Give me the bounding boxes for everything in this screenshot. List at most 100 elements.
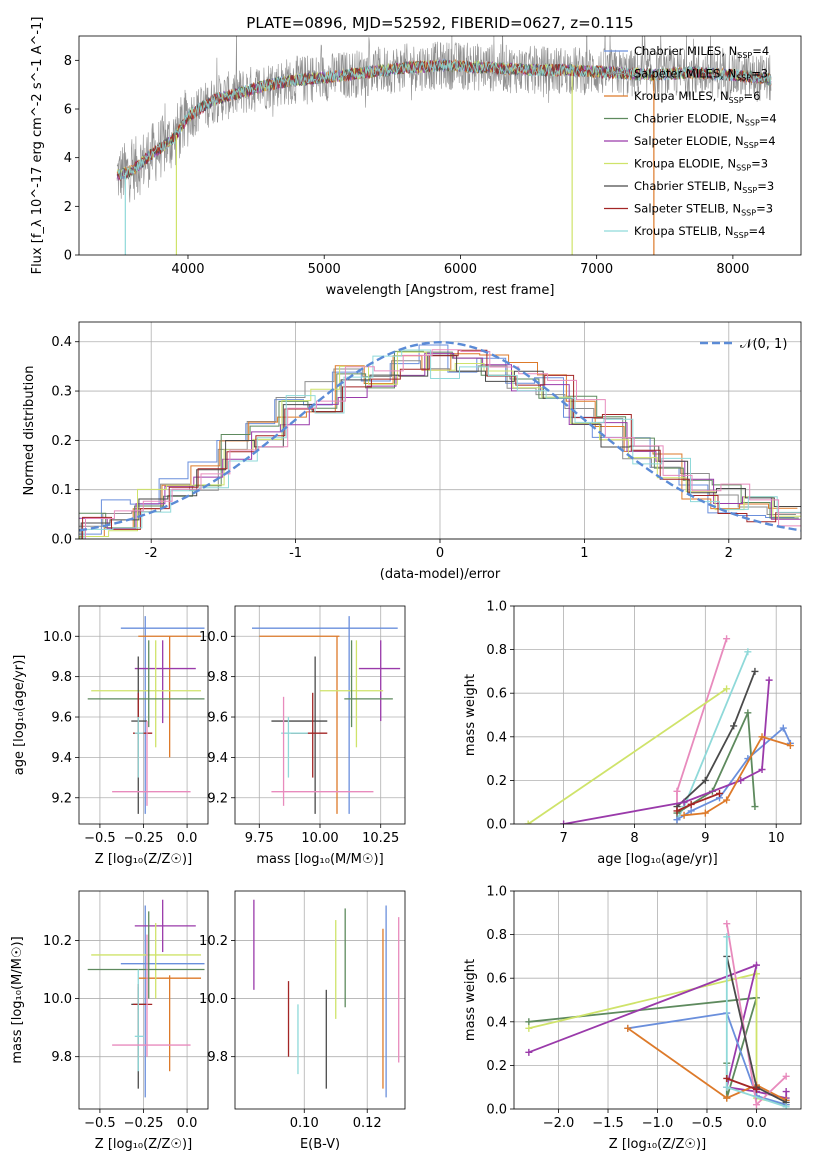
age_vs_Z-xtick-label: 0.0 <box>177 831 198 846</box>
residual-histograms <box>79 340 801 539</box>
age_vs_mass-errorbar <box>344 640 393 728</box>
legend-entry: Chabrier MILES, NSSP=4 <box>634 44 769 60</box>
age_vs_mass-ytick-label: 10.0 <box>199 630 228 645</box>
weight-series-line <box>527 688 728 824</box>
age_vs_Z-errorbar <box>87 640 205 728</box>
weight_vs_Z-ytick-label: 0.0 <box>486 1103 507 1118</box>
gaussian-legend-label: 𝒩(0, 1) <box>740 337 787 352</box>
spectrum-xlabel: wavelength [Angstrom, rest frame] <box>326 283 555 298</box>
weight_vs_age-ytick-label: 0.2 <box>486 774 507 789</box>
age_vs_Z-frame <box>78 605 209 825</box>
age_vs_mass-errorbars <box>252 616 401 814</box>
weight-point-marker <box>782 1088 790 1096</box>
weight_vs_Z-xtick-label: −1.0 <box>642 1116 674 1131</box>
weight-point-marker <box>701 809 709 817</box>
mass_vs_EBV-ytick-label: 9.8 <box>207 1050 228 1065</box>
weight_vs_Z-ytick-label: 0.8 <box>486 928 507 943</box>
weight-series-line <box>726 1077 757 1091</box>
age_vs_Z-axes: −0.5 −0.25 0.0 9.2 9.4 9.6 9.8 10.0 Z [log₁₀(Z/Z… <box>12 606 208 867</box>
mass_vs_Z-ylabel: mass [log₁₀(M/M☉)] <box>10 936 25 1063</box>
mass_vs_Z-errorbar <box>112 934 191 1057</box>
weight_vs_age-xtick-label: 9 <box>701 831 709 846</box>
weight_vs_age-ytick-label: 1.0 <box>486 600 507 615</box>
weight-series-line <box>528 996 758 1099</box>
weight_vs_Z-series <box>525 920 790 1109</box>
spectrum-xtick-label: 6000 <box>444 262 477 277</box>
legend-entry: Salpeter ELODIE, NSSP=4 <box>634 134 776 150</box>
weight_vs_age-ylabel: mass weight <box>463 674 478 756</box>
weight-point-marker <box>680 798 688 806</box>
weight-series-line <box>684 735 791 817</box>
weight-point-marker <box>524 820 532 824</box>
weight_vs_age-ytick-label: 0.0 <box>486 818 507 833</box>
spectrum-xtick-label: 8000 <box>716 262 749 277</box>
age_vs_Z-ytick-label: 9.2 <box>51 791 72 806</box>
age_vs_Z-errorbar <box>138 635 202 758</box>
residual-histogram <box>80 354 801 539</box>
mass_vs_EBV-xtick-label: 0.10 <box>290 1116 319 1131</box>
age_vs_mass-xtick-label: 9.75 <box>245 831 274 846</box>
mass_vs_Z-xtick-label: −0.25 <box>124 1116 164 1131</box>
residuals-xtick-label: -1 <box>289 546 302 561</box>
weight-point-marker <box>782 1072 790 1080</box>
residual-histogram <box>79 353 798 537</box>
residuals-xtick-label: -2 <box>145 546 158 561</box>
weight-point-marker <box>751 667 759 675</box>
age_vs_Z-xlabel: Z [log₁₀(Z/Z☉)] <box>95 852 192 867</box>
age_vs_Z-ytick-label: 9.8 <box>51 670 72 685</box>
spectrum-ytick-label: 8 <box>64 54 72 69</box>
weight-point-marker <box>786 742 794 750</box>
age_vs_mass-ytick-label: 9.8 <box>207 670 228 685</box>
weight-point-marker <box>687 807 695 815</box>
weight-point-marker <box>716 789 724 797</box>
age_vs_mass-errorbar <box>290 692 328 778</box>
weight_vs_Z-xtick-label: −0.5 <box>691 1116 723 1131</box>
mass_vs_Z-errorbar <box>134 969 144 1072</box>
weight-point-marker <box>752 1101 760 1109</box>
mass_vs_Z-ytick-label: 10.0 <box>43 992 72 1007</box>
mass_vs_EBV-xlabel: E(B-V) <box>300 1137 340 1152</box>
legend-entry: Salpeter STELIB, NSSP=3 <box>634 202 773 218</box>
weight-point-marker <box>765 676 773 684</box>
legend-entry: Chabrier ELODIE, NSSP=4 <box>634 112 777 128</box>
residual-histogram <box>79 352 801 529</box>
weight_vs_age-xlabel: age [log₁₀(age/yr)] <box>597 852 718 867</box>
age_vs_Z-ytick-label: 9.6 <box>51 711 72 726</box>
weight-point-marker <box>525 1048 533 1056</box>
age_vs_mass-errorbar <box>271 656 328 814</box>
mass_vs_Z-xtick-label: 0.0 <box>177 1116 198 1131</box>
figure-title: PLATE=0896, MJD=52592, FIBERID=0627, z=0… <box>246 14 633 32</box>
weight-point-marker <box>560 820 568 824</box>
weight_vs_age-xtick-label: 8 <box>630 831 638 846</box>
residuals-ytick-label: 0.1 <box>51 483 72 498</box>
weight-point-marker <box>624 1024 632 1032</box>
age_vs_Z-errorbar <box>91 640 202 748</box>
spectrum-ytick-label: 0 <box>64 249 72 264</box>
residual-histogram <box>85 349 801 539</box>
weight-series-line <box>563 680 770 824</box>
spectrum-frame <box>78 35 802 256</box>
weight-point-marker <box>751 803 759 811</box>
residuals-ytick-label: 0.3 <box>51 385 72 400</box>
weight_vs_age-axes: 7 8 9 10 0.0 0.2 0.4 0.6 0.8 1.0 age [log₁₀(age/yr… <box>463 600 801 867</box>
legend-entry: Kroupa MILES, NSSP=6 <box>634 89 760 105</box>
age_vs_mass-axes: 9.75 10.00 10.25 9.2 9.4 9.6 9.8 10.0 mass [log₁… <box>199 606 405 867</box>
weight-point-marker <box>673 807 681 815</box>
weight-point-marker <box>723 796 731 804</box>
weight_vs_Z-ylabel: mass weight <box>463 959 478 1041</box>
spectrum-ytick-label: 4 <box>64 151 72 166</box>
mass_vs_EBV-errorbars <box>253 899 400 1098</box>
weight-point-marker <box>723 685 731 693</box>
weight-point-marker <box>723 635 731 643</box>
weight-point-marker <box>673 816 681 824</box>
residual-histogram <box>79 350 799 529</box>
age_vs_Z-errorbars <box>87 616 205 814</box>
age_vs_mass-frame <box>234 605 406 825</box>
residuals-xtick-label: 0 <box>436 546 444 561</box>
weight_vs_Z-xtick-label: −2.0 <box>543 1116 575 1131</box>
weight-point-marker <box>723 1074 731 1082</box>
age_vs_mass-xlabel: mass [log₁₀(M/M☉)] <box>256 852 383 867</box>
spectrum-ylabel: Flux [f_λ 10^-17 erg cm^-2 s^-1 A^-1] <box>30 17 45 275</box>
weight_vs_age-ytick-label: 0.8 <box>486 643 507 658</box>
mass_vs_Z-errorbar <box>91 922 202 999</box>
